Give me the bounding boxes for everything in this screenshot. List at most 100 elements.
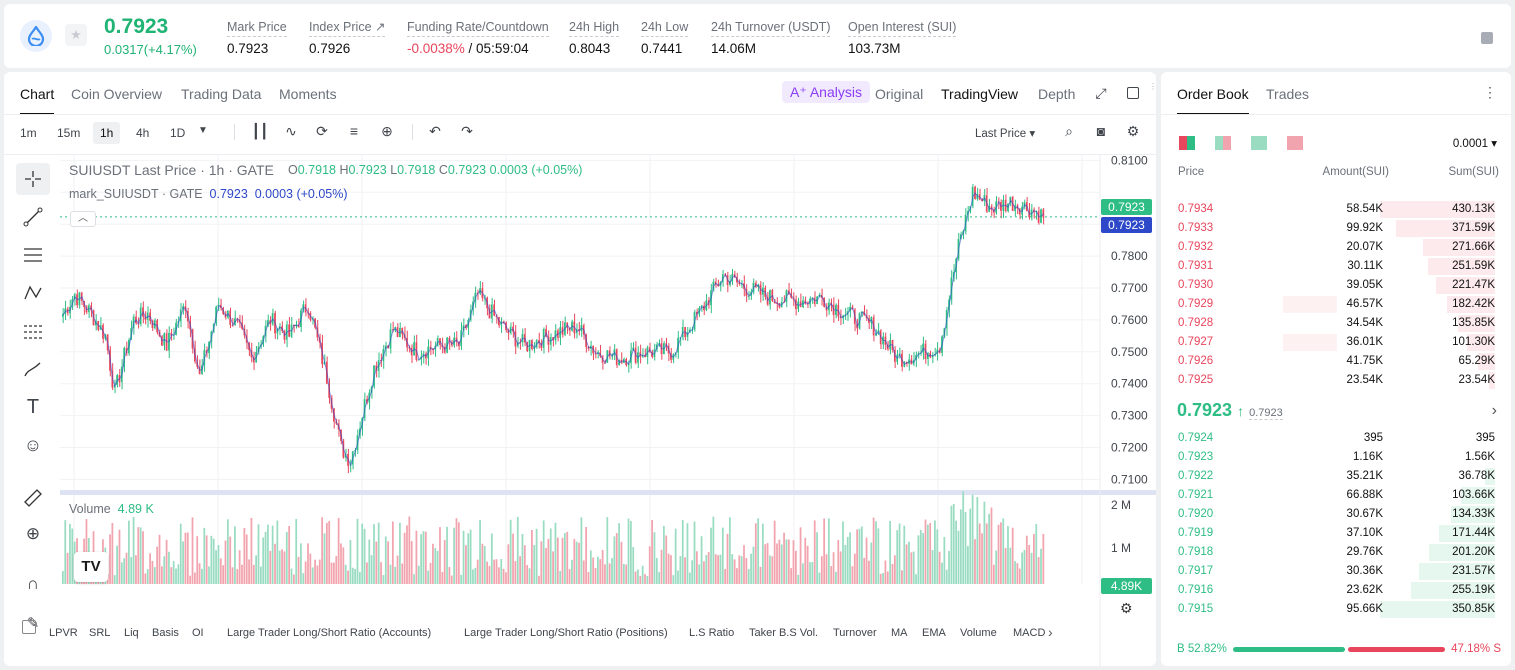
- emoji-tool-icon[interactable]: ☺: [23, 434, 43, 455]
- settings-gear-icon[interactable]: ⚙: [1126, 123, 1140, 139]
- tab-chart[interactable]: Chart: [20, 86, 55, 115]
- tab-trading-data[interactable]: Trading Data: [181, 86, 262, 102]
- tab-order-book[interactable]: Order Book: [1177, 86, 1249, 115]
- bid-row[interactable]: 0.7916 23.62K 255.19K: [1161, 581, 1511, 600]
- ask-row[interactable]: 0.7927 36.01K 101.30K: [1161, 333, 1511, 352]
- bid-row[interactable]: 0.7921 66.88K 103.66K: [1161, 486, 1511, 505]
- view-depth[interactable]: Depth: [1038, 86, 1076, 102]
- chevron-right-icon[interactable]: ›: [1491, 402, 1497, 419]
- bid-row[interactable]: 0.7923 1.16K 1.56K: [1161, 448, 1511, 467]
- window-icon[interactable]: [1124, 84, 1142, 102]
- bid-row[interactable]: 0.7918 29.76K 201.20K: [1161, 543, 1511, 562]
- ask-row[interactable]: 0.7926 41.75K 65.29K: [1161, 352, 1511, 371]
- tf-4h[interactable]: 4h: [136, 126, 150, 140]
- indicator-toggle-icon[interactable]: [22, 620, 36, 634]
- ask-row[interactable]: 0.7925 23.54K 23.54K: [1161, 371, 1511, 390]
- fib-tool-icon[interactable]: [16, 239, 50, 271]
- indicator-9[interactable]: Turnover: [833, 627, 877, 639]
- bid-row[interactable]: 0.7915 95.66K 350.85K: [1161, 600, 1511, 619]
- indicator-4[interactable]: OI: [192, 627, 204, 639]
- lock-drawing-icon[interactable]: ✎: [26, 615, 40, 632]
- volume-bar: [842, 521, 844, 584]
- indicator-7[interactable]: L.S Ratio: [689, 627, 735, 639]
- bid-row[interactable]: 0.7919 37.10K 171.44K: [1161, 524, 1511, 543]
- book-icon[interactable]: [1481, 32, 1493, 44]
- mark-price-stat[interactable]: Mark Price 0.7923: [227, 20, 287, 56]
- search-icon[interactable]: ⌕: [1065, 123, 1073, 139]
- tab-moments[interactable]: Moments: [279, 86, 337, 102]
- indicator-8[interactable]: Taker B.S Vol.: [749, 627, 819, 639]
- indicator-13[interactable]: MACD: [1013, 627, 1046, 639]
- ruler-tool-icon[interactable]: [16, 481, 50, 513]
- indicator-2[interactable]: Liq: [124, 627, 139, 639]
- chevron-down-icon[interactable]: ▼: [198, 125, 208, 136]
- undo-icon[interactable]: ↶: [429, 123, 441, 139]
- tab-trades[interactable]: Trades: [1266, 86, 1310, 102]
- indicator-0[interactable]: LPVR: [49, 627, 78, 639]
- refresh-icon[interactable]: ⟳: [316, 123, 328, 139]
- add-alert-icon[interactable]: ⊕: [381, 123, 393, 139]
- bid-row[interactable]: 0.7924 395 395: [1161, 429, 1511, 448]
- book-asks-icon[interactable]: [1287, 136, 1303, 150]
- indicator-6[interactable]: Large Trader Long/Short Ratio (Positions…: [464, 627, 668, 639]
- indicator-3[interactable]: Basis: [152, 627, 179, 639]
- more-vertical-icon[interactable]: ⋮: [1149, 82, 1157, 91]
- indicator-5[interactable]: Large Trader Long/Short Ratio (Accounts): [227, 627, 432, 639]
- tab-coin-overview[interactable]: Coin Overview: [71, 86, 163, 102]
- view-tradingview[interactable]: TradingView: [941, 86, 1019, 102]
- bid-row[interactable]: 0.7922 35.21K 36.78K: [1161, 467, 1511, 486]
- tf-1d[interactable]: 1D: [170, 126, 186, 140]
- book-both-icon[interactable]: [1179, 136, 1195, 150]
- candlestick-chart[interactable]: 0.8100 0.7800 0.7700 0.7600 0.7500 0.7400 0.73…: [60, 154, 1156, 666]
- book-bids-icon[interactable]: [1251, 136, 1267, 150]
- book-split-icon[interactable]: [1215, 136, 1231, 150]
- more-vertical-icon[interactable]: ⋮: [1483, 84, 1497, 100]
- index-price-stat[interactable]: Index Price ↗ 0.7926: [309, 20, 386, 56]
- ask-row[interactable]: 0.7930 39.05K 221.47K: [1161, 276, 1511, 295]
- tf-1h[interactable]: 1h: [93, 122, 121, 144]
- template-icon[interactable]: ≡: [349, 123, 359, 139]
- tf-1m[interactable]: 1m: [20, 126, 37, 140]
- favorite-star-icon[interactable]: ★: [65, 24, 87, 46]
- collapse-legend-button[interactable]: ︿: [70, 211, 96, 227]
- candle-body: [604, 362, 606, 364]
- indicator-12[interactable]: Volume: [960, 627, 997, 639]
- indicator-10[interactable]: MA: [891, 627, 908, 639]
- ask-row[interactable]: 0.7932 20.07K 271.66K: [1161, 238, 1511, 257]
- volume-bar: [877, 528, 880, 584]
- volume-bar: [611, 558, 613, 584]
- bid-row[interactable]: 0.7920 30.67K 134.33K: [1161, 505, 1511, 524]
- volume-bar: [533, 545, 536, 584]
- ask-row[interactable]: 0.7929 46.57K 182.42K: [1161, 295, 1511, 314]
- price-type-select[interactable]: Last Price ▾: [975, 128, 1036, 140]
- tf-15m[interactable]: 15m: [57, 126, 81, 140]
- axis-settings-icon[interactable]: ⚙: [1120, 600, 1133, 616]
- zoom-tool-icon[interactable]: ⊕: [25, 524, 41, 543]
- ask-row[interactable]: 0.7931 30.11K 251.59K: [1161, 257, 1511, 276]
- chevron-right-icon[interactable]: ›: [1048, 624, 1053, 640]
- ask-row[interactable]: 0.7934 58.54K 430.13K: [1161, 200, 1511, 219]
- indicator-1[interactable]: SRL: [89, 627, 111, 639]
- camera-icon[interactable]: ◙: [1096, 123, 1106, 139]
- funding-rate-stat[interactable]: Funding Rate/Countdown -0.0038% / 05:59:0…: [407, 20, 549, 56]
- candle-type-icon[interactable]: ┃┃: [251, 123, 269, 139]
- pattern-tool-icon[interactable]: [16, 277, 50, 309]
- view-original[interactable]: Original: [875, 86, 924, 102]
- brush-tool-icon[interactable]: [16, 353, 50, 385]
- indicators-icon[interactable]: ∿: [285, 123, 297, 139]
- book-view-toggles[interactable]: [1179, 136, 1303, 150]
- magnet-tool-icon[interactable]: ∩: [26, 574, 40, 593]
- trend-line-tool-icon[interactable]: [16, 201, 50, 233]
- ask-row[interactable]: 0.7928 34.54K 135.85K: [1161, 314, 1511, 333]
- bid-row[interactable]: 0.7917 30.36K 231.57K: [1161, 562, 1511, 581]
- indicator-11[interactable]: EMA: [922, 627, 946, 639]
- projection-tool-icon[interactable]: [16, 315, 50, 347]
- tradingview-logo-icon[interactable]: TV: [74, 552, 108, 582]
- expand-icon[interactable]: ⤢: [1095, 85, 1107, 101]
- text-tool-icon[interactable]: T: [26, 395, 40, 418]
- redo-icon[interactable]: ↷: [461, 123, 473, 139]
- ask-row[interactable]: 0.7933 99.92K 371.59K: [1161, 219, 1511, 238]
- analysis-button[interactable]: A⁺ Analysis: [782, 81, 870, 103]
- precision-select[interactable]: 0.0001 ▾: [1452, 138, 1497, 150]
- crosshair-tool-icon[interactable]: [16, 163, 50, 195]
